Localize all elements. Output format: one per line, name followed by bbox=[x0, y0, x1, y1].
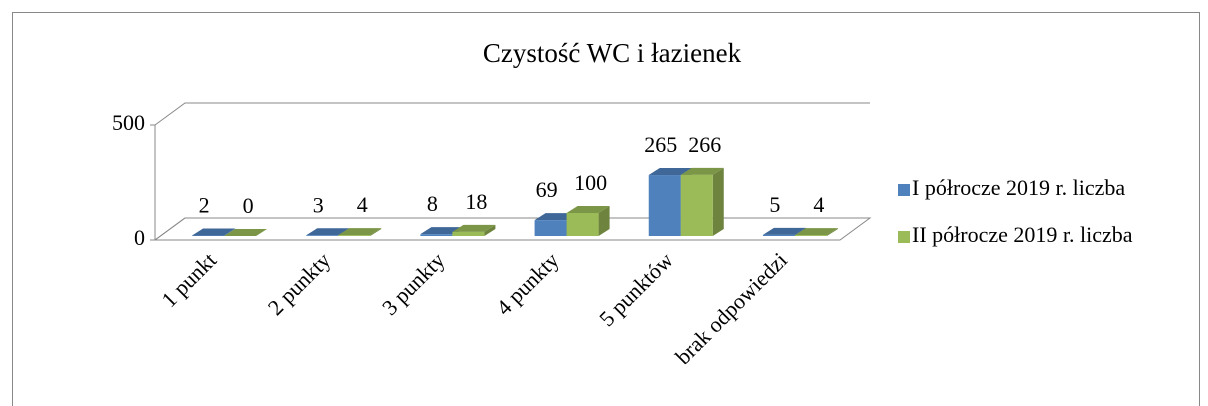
bar bbox=[680, 167, 724, 236]
chart-title: Czystość WC i łazienek bbox=[483, 38, 742, 68]
legend-label: I półrocze 2019 r. liczba bbox=[912, 175, 1125, 200]
data-label: 0 bbox=[243, 193, 254, 218]
bar-face bbox=[598, 206, 610, 236]
data-label: 265 bbox=[644, 132, 677, 157]
data-label: 5 bbox=[769, 192, 780, 217]
bar-face bbox=[680, 167, 724, 175]
data-label: 3 bbox=[313, 192, 324, 217]
bar-face bbox=[566, 213, 599, 236]
bar-face bbox=[762, 234, 795, 236]
data-label: 18 bbox=[465, 189, 487, 214]
y-tick-label: 500 bbox=[112, 110, 145, 135]
bar-face bbox=[794, 228, 838, 236]
bar-face bbox=[338, 235, 371, 236]
bar bbox=[566, 206, 610, 236]
data-label: 4 bbox=[357, 192, 368, 217]
bar bbox=[794, 228, 838, 236]
bar-face bbox=[224, 228, 236, 236]
bar bbox=[224, 229, 268, 236]
y-tick-label: 0 bbox=[134, 225, 145, 250]
bar-face bbox=[566, 206, 610, 213]
bar-face bbox=[452, 224, 496, 232]
data-label: 8 bbox=[427, 191, 438, 216]
bar-face bbox=[648, 175, 681, 236]
data-label: 100 bbox=[574, 170, 607, 195]
bar-face bbox=[648, 168, 692, 176]
bar-face bbox=[534, 220, 567, 236]
data-label: 69 bbox=[536, 177, 558, 202]
legend-swatch bbox=[898, 231, 910, 243]
bar-face bbox=[338, 228, 382, 236]
grid-line bbox=[154, 102, 870, 126]
bar-face bbox=[712, 167, 724, 236]
data-label: 2 bbox=[199, 193, 210, 218]
grid-line bbox=[154, 217, 870, 241]
bar bbox=[192, 228, 236, 236]
bar-face bbox=[192, 228, 236, 236]
bar-face bbox=[826, 228, 838, 236]
bar-face bbox=[306, 235, 339, 236]
data-label: 4 bbox=[813, 192, 824, 217]
bar-face bbox=[762, 227, 806, 235]
bar bbox=[452, 224, 496, 236]
bar-face bbox=[306, 228, 350, 236]
bar-face bbox=[680, 174, 713, 236]
bar-face bbox=[224, 229, 268, 236]
bar-face bbox=[420, 234, 453, 236]
bar-face bbox=[794, 235, 827, 236]
legend-label: II półrocze 2019 r. liczba bbox=[912, 222, 1133, 247]
bar-face bbox=[370, 228, 382, 236]
bar bbox=[338, 228, 382, 236]
data-label: 266 bbox=[688, 132, 721, 157]
bar-face bbox=[452, 231, 485, 236]
legend-swatch bbox=[898, 184, 910, 196]
bar-face bbox=[484, 224, 496, 236]
